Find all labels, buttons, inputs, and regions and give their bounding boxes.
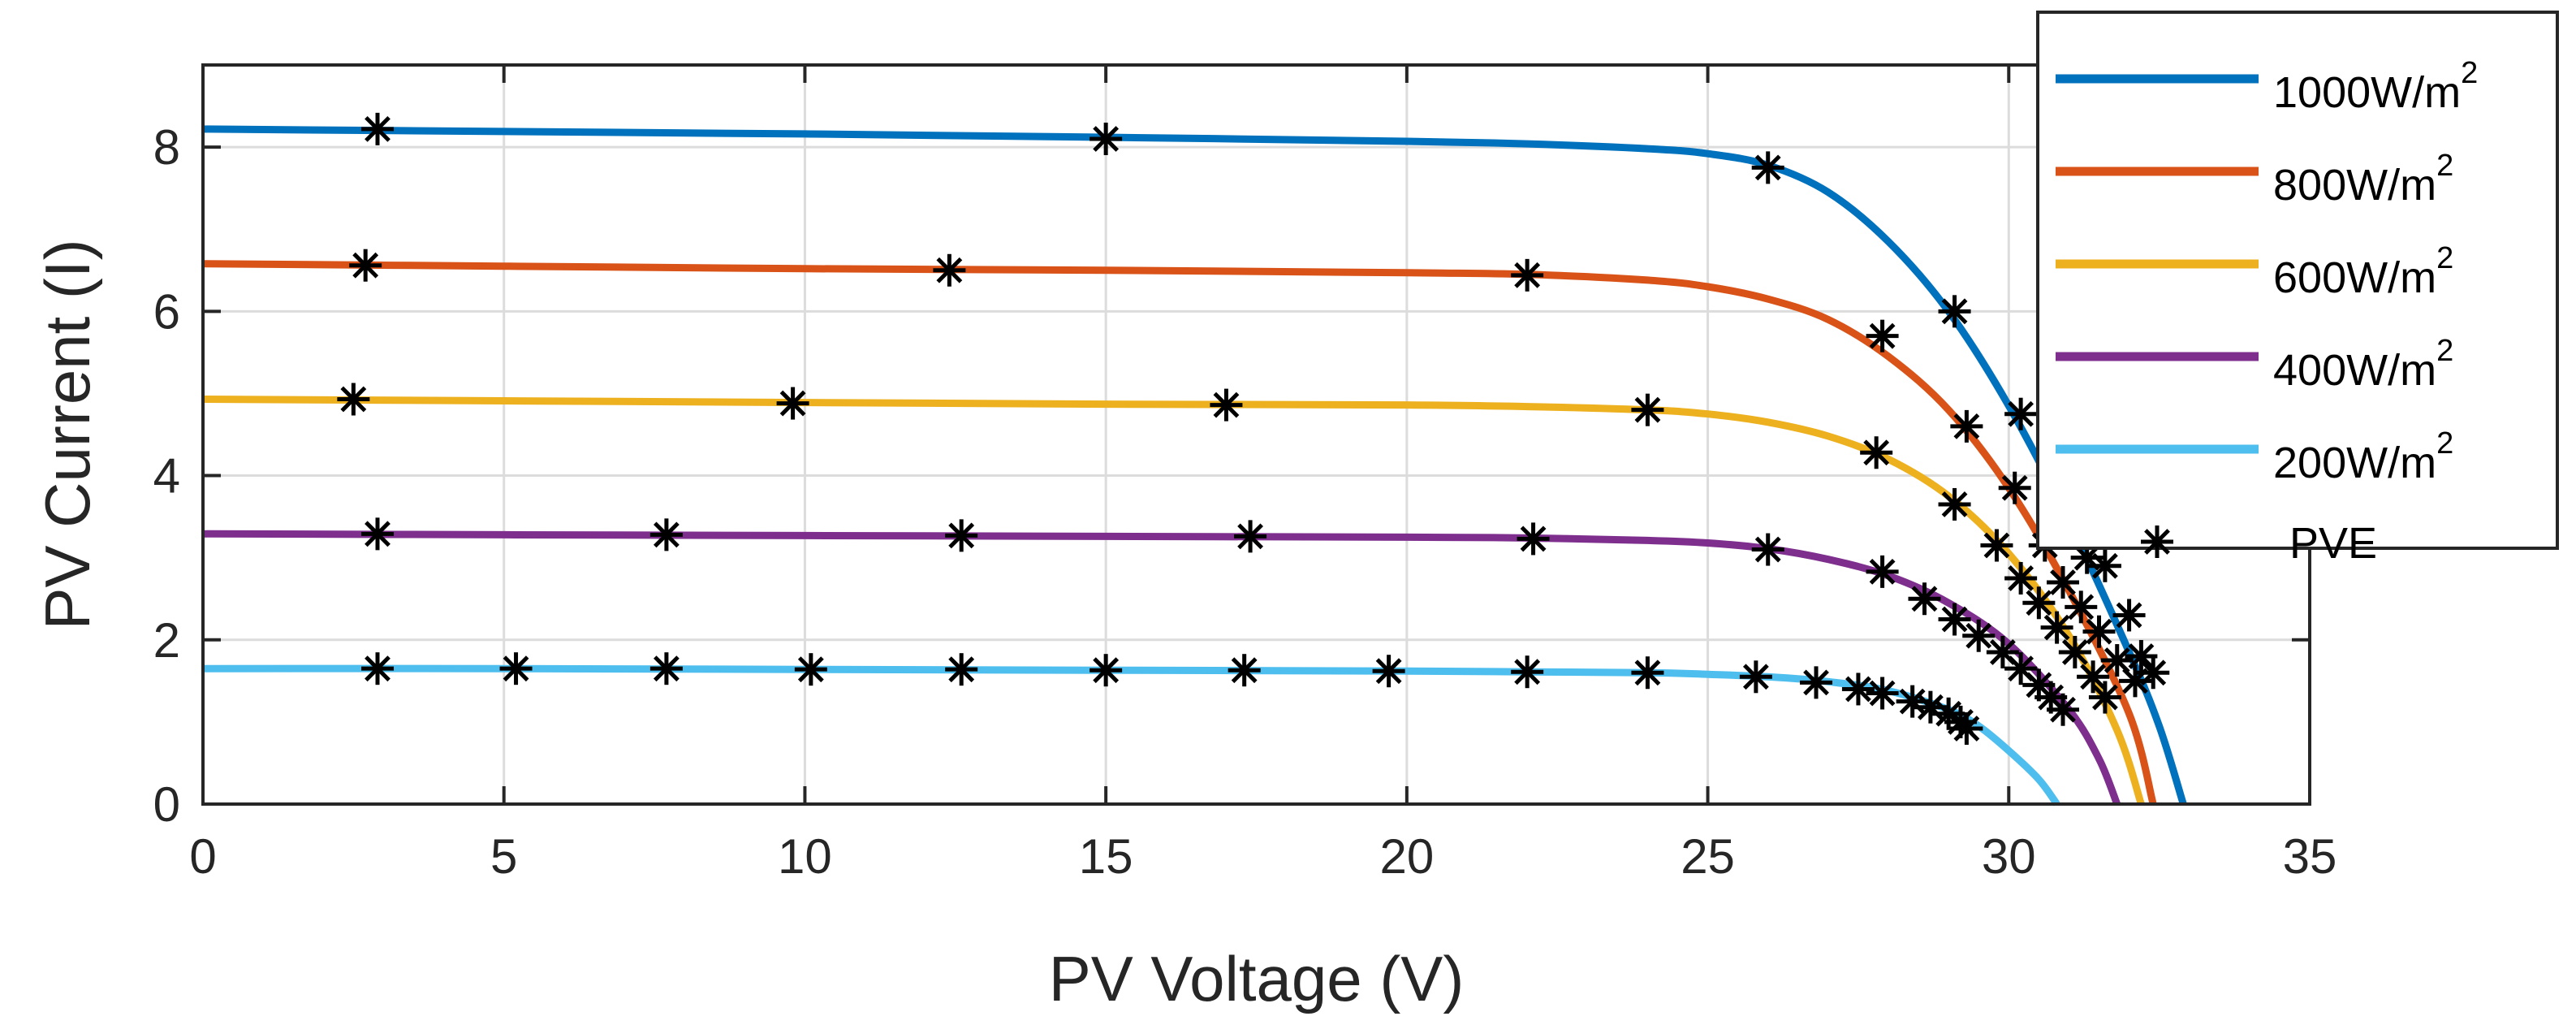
series-lines (202, 125, 2187, 807)
pve-marker-41 (1517, 522, 1550, 556)
pve-marker-62 (1739, 660, 1772, 694)
pve-marker-4 (1938, 295, 1971, 328)
pve-marker-17 (1998, 471, 2031, 504)
pve-marker-43 (1866, 555, 1899, 588)
y-tick-label-0: 0 (153, 777, 180, 832)
pve-marker-30 (1980, 529, 2013, 562)
pve-marker-53 (499, 652, 533, 685)
pve-marker-19 (2047, 566, 2080, 599)
pve-marker-27 (1631, 393, 1664, 426)
grid (203, 65, 2310, 804)
pve-marker-21 (2082, 615, 2116, 648)
pve-marker-55 (794, 653, 827, 686)
series-line-2 (202, 260, 2157, 806)
series-line-1 (202, 125, 2187, 806)
pve-marker-34 (2058, 635, 2091, 668)
pve-marker-20 (2065, 590, 2098, 624)
pve-marker-61 (1631, 656, 1664, 690)
pve-marker-65 (1866, 677, 1899, 710)
y-tick-label-8: 8 (153, 120, 180, 175)
y-tick-label-6: 6 (153, 284, 180, 339)
pve-marker-25 (776, 387, 809, 420)
pve-marker-31 (2004, 561, 2038, 595)
pve-marker-54 (649, 652, 683, 685)
pve-marker-12 (349, 249, 382, 282)
x-tick-label-35: 35 (2283, 829, 2337, 884)
pve-marker-29 (1938, 487, 1971, 521)
pve-marker-36 (2088, 681, 2121, 714)
y-axis-label: PV Current (I) (32, 239, 103, 629)
pve-marker-26 (1210, 388, 1243, 422)
pve-marker-39 (945, 519, 978, 552)
pve-marker-56 (945, 653, 978, 686)
legend-box (2036, 11, 2559, 550)
y-tick-label-2: 2 (153, 613, 180, 668)
pve-marker-2 (1090, 123, 1123, 155)
pve-marker-8 (2088, 549, 2121, 582)
x-tick-label-0: 0 (189, 829, 216, 884)
series-line-4 (202, 530, 2121, 806)
pve-marker-14 (1511, 258, 1544, 292)
legend-swatch-pve (2141, 525, 2173, 558)
x-tick-label-10: 10 (778, 829, 832, 884)
pve-marker-5 (2004, 397, 2038, 430)
series-line-5 (202, 664, 2060, 807)
pve-marker-22 (2100, 644, 2134, 677)
pve-marker-64 (1841, 673, 1875, 706)
pve-marker-13 (933, 253, 966, 287)
legend-label-pve: PVE (2289, 519, 2377, 568)
pve-marker-59 (1372, 655, 1405, 688)
pve-marker-42 (1751, 533, 1784, 566)
x-tick-label-15: 15 (1079, 829, 1133, 884)
pve-marker-51 (2047, 693, 2080, 726)
pve-markers (337, 112, 2170, 745)
pve-marker-10 (2125, 640, 2158, 673)
pve-marker-48 (2004, 652, 2038, 685)
pve-marker-33 (2040, 611, 2073, 644)
pve-marker-24 (337, 383, 370, 416)
pve-marker-1 (361, 112, 395, 145)
pve-marker-9 (2112, 599, 2146, 632)
pve-marker-60 (1511, 655, 1544, 689)
pve-marker-28 (1860, 436, 1893, 469)
pve-marker-23 (2118, 664, 2151, 698)
pve-marker-52 (361, 652, 395, 685)
x-axis-label: PV Voltage (V) (1049, 943, 1465, 1014)
x-tick-label-5: 5 (490, 829, 517, 884)
pve-marker-37 (361, 517, 395, 551)
pve-marker-15 (1866, 319, 1899, 352)
pve-marker-57 (1090, 654, 1123, 687)
pve-marker-46 (1962, 619, 1996, 652)
plot-frame (201, 63, 2311, 806)
series-line-3 (202, 396, 2145, 806)
pve-marker-63 (1800, 666, 1833, 699)
x-tick-label-30: 30 (1982, 829, 2036, 884)
axes: 0 5 10 15 20 25 30 35 0 2 4 6 8 (153, 63, 2337, 884)
pve-marker-3 (1751, 151, 1784, 184)
x-tick-label-25: 25 (1681, 829, 1735, 884)
pve-marker-38 (649, 518, 683, 551)
pve-marker-44 (1908, 582, 1941, 616)
pve-marker-16 (1950, 409, 1983, 443)
pve-marker-32 (2022, 586, 2056, 620)
y-tick-label-4: 4 (153, 449, 180, 504)
x-tick-label-20: 20 (1379, 829, 1434, 884)
pve-marker-35 (2077, 660, 2110, 694)
pve-marker-58 (1228, 654, 1261, 687)
pve-marker-70 (1950, 711, 1983, 745)
pve-marker-40 (1234, 520, 1267, 553)
pve-marker-45 (1938, 603, 1971, 636)
